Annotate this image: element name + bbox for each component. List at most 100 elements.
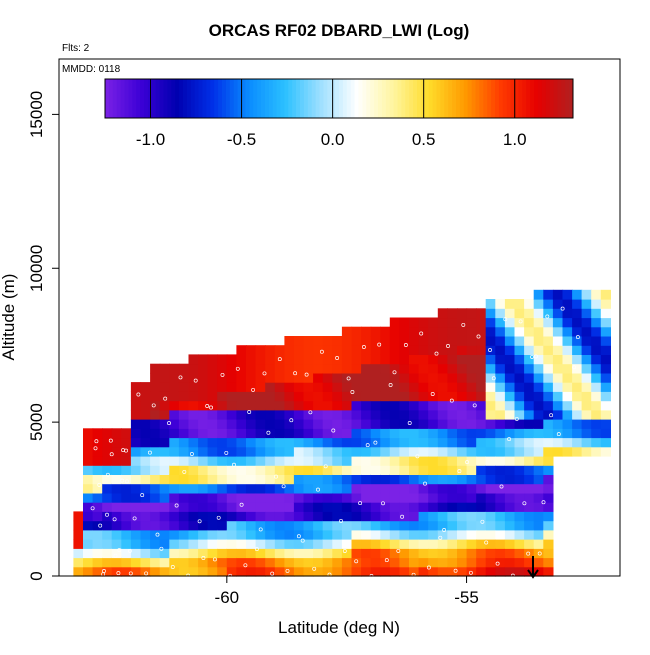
heatmap-cell [246,492,257,503]
heatmap-cell [370,456,381,466]
heatmap-cell [591,428,602,439]
heatmap-cell [217,529,228,540]
heatmap-cell [600,299,611,309]
heatmap-cell [274,539,285,549]
heatmap-cell [437,400,448,411]
heatmap-cell [265,483,276,494]
heatmap-cell [543,409,554,420]
heatmap-cell [466,372,477,383]
heatmap-cell [504,465,516,475]
heatmap-cell [581,372,592,383]
sample-marker [159,546,164,551]
heatmap-cell [274,456,285,466]
heatmap-cell [504,419,516,429]
heatmap-cell [552,299,564,309]
heatmap-cell [130,557,142,568]
colorbar-segment [456,79,461,118]
heatmap-cell [274,409,285,420]
sample-marker [400,514,405,519]
heatmap-cell [524,520,535,531]
heatmap-cell [303,391,314,402]
heatmap-cell [274,372,285,383]
heatmap-cell [428,492,439,503]
heatmap-cell [169,372,180,383]
heatmap-cell [591,446,602,457]
chart-title: ORCAS RF02 DBARD_LWI (Log) [209,21,470,40]
heatmap-cell [284,409,295,420]
heatmap-cell [409,520,420,531]
heatmap-cell [150,446,161,457]
heatmap-cell [130,511,142,522]
heatmap-cell [322,456,333,466]
colorbar-segment [292,79,297,118]
heatmap-cell [226,363,237,374]
heatmap-cell [150,492,161,503]
heatmap-cell [341,557,353,568]
heatmap-cell [543,326,554,337]
heatmap-cell [457,539,468,549]
colorbar-segment [171,79,176,118]
heatmap-cell [236,363,247,374]
heatmap-cell [389,520,400,531]
heatmap-cell [437,363,448,374]
heatmap-cell [92,548,103,559]
heatmap-cell [409,511,420,522]
heatmap-cell [313,483,324,494]
heatmap-cell [217,446,228,457]
heatmap-cell [562,372,573,383]
heatmap-cell [457,345,468,355]
heatmap-cell [409,326,420,337]
heatmap-cell [255,465,266,475]
colorbar-segment [393,79,398,118]
heatmap-cell [246,409,257,420]
heatmap-cell [428,511,439,522]
heatmap-cell [130,566,142,577]
heatmap-cell [418,400,429,411]
heatmap-cell [447,566,458,577]
sample-marker [476,334,481,339]
heatmap-cell [150,529,161,540]
heatmap-cell [447,529,458,540]
heatmap-cell [274,474,285,485]
heatmap-cell [332,520,343,531]
heatmap-cell [476,557,487,568]
heatmap-cell [255,492,266,503]
heatmap-cell [246,372,257,383]
heatmap-cell [600,446,611,457]
heatmap-cell [572,446,583,457]
heatmap-cell [351,566,362,577]
sample-marker [518,319,523,324]
heatmap-cell [389,428,400,439]
heatmap-cell [332,474,343,485]
heatmap-cell [169,465,180,475]
heatmap-cell [178,428,190,439]
heatmap-cell [293,345,305,355]
heatmap-cell [495,529,506,540]
heatmap-cell [150,566,161,577]
heatmap-cell [600,363,611,374]
heatmap-cell [207,437,218,448]
heatmap-cell [217,419,228,429]
colorbar-segment [545,79,551,118]
colorbar-segment [514,79,519,118]
heatmap-cell [572,326,583,337]
heatmap-cell [457,400,468,411]
heatmap-cell [466,428,477,439]
heatmap-cell [169,428,180,439]
heatmap-cell [255,354,266,365]
heatmap-cell [226,446,237,457]
heatmap-cell [466,474,477,485]
heatmap-cell [92,529,103,540]
colorbar-segment [518,79,523,118]
heatmap-cell [226,465,237,475]
heatmap-cell [447,456,458,466]
heatmap-cell [409,317,420,328]
heatmap-cell [581,299,592,309]
heatmap-cell [581,446,592,457]
heatmap-cell [341,483,353,494]
heatmap-cell [437,446,448,457]
heatmap-cell [111,483,122,494]
heatmap-cell [274,345,285,355]
colorbar-segment [366,79,371,118]
colorbar-segment [245,79,250,118]
